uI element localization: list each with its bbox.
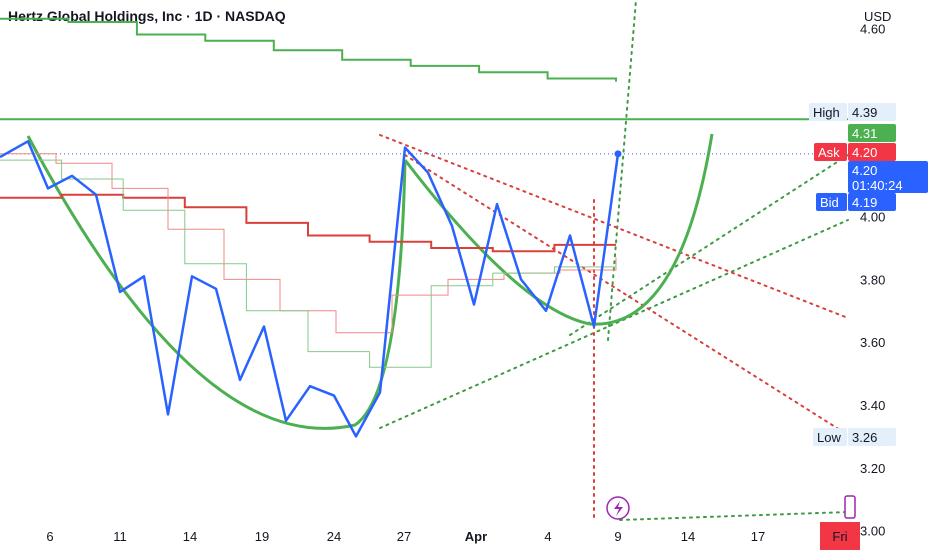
low-label: Low (817, 430, 841, 445)
x-tick-2: 14 (183, 529, 197, 544)
x-tick-5: 27 (397, 529, 411, 544)
x-tick-6: Apr (465, 529, 487, 544)
low-value: 3.26 (852, 430, 877, 445)
x-tick-4: 24 (327, 529, 341, 544)
green-long-ma (0, 17, 617, 82)
currency-label[interactable]: USD (864, 9, 892, 24)
x-tick-1: 11 (113, 529, 127, 544)
y-tick-4: 3.40 (860, 398, 885, 413)
x-tick-7: 4 (544, 529, 551, 544)
high-value-bg (848, 103, 896, 121)
green-short-ma (0, 159, 617, 368)
cup-arc-left (26, 135, 407, 430)
chart-title: Hertz Global Holdings, Inc · 1D · NASDAQ (8, 8, 286, 24)
trend-line-0 (607, 0, 637, 341)
price-line (0, 140, 620, 438)
last-price-dot (614, 150, 622, 158)
lightning-icon (614, 501, 623, 516)
event-marker-edge (844, 495, 856, 519)
trend-line-4 (379, 134, 849, 319)
y-tick-0: 4.60 (860, 21, 885, 36)
bid-value: 4.19 (852, 195, 877, 210)
ask-label: Ask (818, 145, 840, 160)
x-tick-0: 6 (46, 529, 53, 544)
last-price-value: 4.20 (852, 163, 877, 178)
trend-line-2 (379, 219, 849, 429)
trend-line-3 (619, 511, 849, 521)
ask-value: 4.20 (852, 145, 877, 160)
fri-tick-bg (820, 522, 860, 550)
x-tick-10: 17 (751, 529, 765, 544)
low-label-bg (813, 428, 847, 446)
trend-line-5 (404, 154, 849, 436)
level-value-bg (848, 124, 896, 142)
ask-value-bg (848, 143, 896, 161)
level-value: 4.31 (852, 126, 877, 141)
high-label-bg (809, 103, 847, 121)
high-value: 4.39 (852, 105, 877, 120)
cup-arc-right (403, 133, 714, 326)
bid-value-bg (848, 193, 896, 211)
trend-line-1 (569, 154, 849, 336)
red-long-ma (0, 193, 616, 253)
y-tick-2: 3.80 (860, 272, 885, 287)
y-tick-3: 3.60 (860, 335, 885, 350)
y-tick-1: 4.00 (860, 210, 885, 225)
countdown-timer: 01:40:24 (852, 178, 903, 193)
x-tick-11: Fri (832, 529, 847, 544)
last-price-box (848, 161, 928, 193)
bid-label-bg (816, 193, 847, 211)
low-value-bg (848, 428, 896, 446)
x-tick-8: 9 (614, 529, 621, 544)
ask-label-bg (814, 143, 847, 161)
y-tick-6: 3.00 (860, 524, 885, 539)
x-tick-3: 19 (255, 529, 269, 544)
high-label: High (813, 105, 840, 120)
x-tick-9: 14 (681, 529, 695, 544)
bid-label: Bid (820, 195, 839, 210)
y-tick-5: 3.20 (860, 461, 885, 476)
